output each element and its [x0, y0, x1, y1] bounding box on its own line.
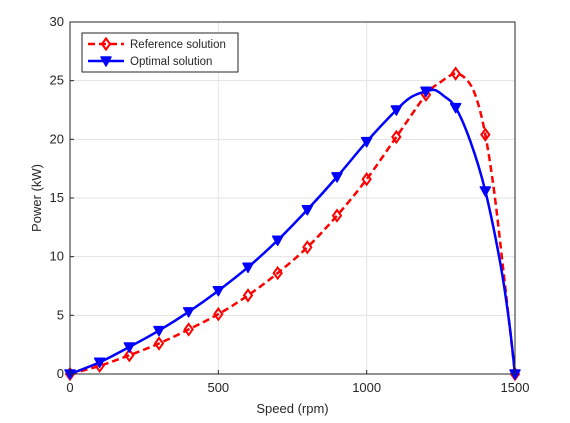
data-point-optimal-solution: [451, 104, 461, 113]
x-tick-label: 1500: [501, 380, 530, 395]
grid: [70, 22, 515, 374]
x-tick-label: 0: [66, 380, 73, 395]
legend-label: Optimal solution: [130, 56, 212, 68]
y-tick-label: 0: [57, 366, 64, 381]
series-layer: [65, 68, 520, 379]
y-tick-label: 30: [50, 14, 64, 29]
y-axis-label: Power (kW): [29, 164, 44, 232]
data-point-optimal-solution: [480, 187, 490, 196]
y-tick-label: 15: [50, 190, 64, 205]
x-tick-label: 1000: [352, 380, 381, 395]
x-tick-label: 500: [207, 380, 229, 395]
y-tick-label: 5: [57, 307, 64, 322]
series-optimal-solution: [65, 87, 520, 379]
legend-label: Reference solution: [130, 39, 226, 51]
series-line-optimal-solution: [70, 90, 515, 374]
data-point-reference-solution: [452, 68, 460, 79]
y-tick-label: 25: [50, 73, 64, 88]
y-tick-label: 20: [50, 131, 64, 146]
data-point-reference-solution: [244, 290, 252, 301]
y-tick-label: 10: [50, 249, 64, 264]
legend: Reference solution Optimal solution: [82, 33, 238, 72]
x-axis-label: Speed (rpm): [256, 401, 328, 416]
data-point-optimal-solution: [154, 327, 164, 336]
legend-entry-optimal-solution: Optimal solution: [88, 56, 212, 68]
